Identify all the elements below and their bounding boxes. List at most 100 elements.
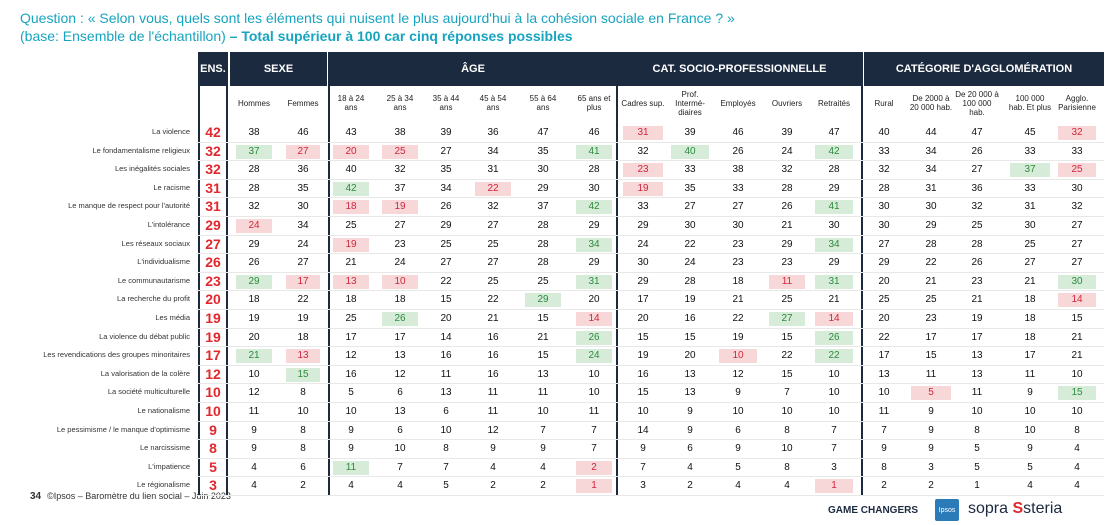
table-cell: 21 [345, 257, 357, 269]
table-cell: 4 [251, 461, 257, 473]
table-cell: 16 [487, 368, 499, 380]
table-cell: 30 [925, 201, 937, 213]
table-cell: 27 [769, 312, 805, 326]
table-cell: 4 [490, 461, 496, 473]
table-cell: 16 [487, 350, 499, 362]
table-cell: 14 [637, 424, 649, 436]
table-cell: 7 [540, 424, 546, 436]
table-cell: 26 [732, 145, 744, 157]
table-cell: 11 [440, 368, 452, 380]
table-cell: 8 [300, 387, 306, 399]
table-cell: 20 [440, 313, 452, 324]
table-cell: 11 [588, 406, 600, 417]
row-divider [196, 234, 1104, 236]
table-cell: 23 [971, 275, 983, 287]
table-cell: 11 [769, 274, 805, 289]
table-cell: 24 [637, 238, 649, 250]
table-cell: 27 [684, 201, 696, 213]
table-cell: 9 [881, 443, 887, 455]
footer-copyright: ©Ipsos – Baromètre du lien social – Juin… [47, 491, 231, 501]
table-cell: 33 [732, 182, 744, 194]
table-cell: 24 [236, 219, 272, 233]
table-cell: 27 [394, 220, 406, 231]
table-cell: 24 [781, 145, 793, 157]
sopra-s-icon: S [1012, 500, 1024, 517]
row-label: Les revendications des groupes minoritai… [43, 350, 190, 360]
table-cell: 25 [1058, 163, 1096, 178]
table-cell: 20 [333, 144, 369, 159]
table-cell: 4 [1074, 480, 1080, 492]
table-cell: 20 [588, 294, 600, 306]
row-divider [196, 457, 1104, 459]
row-divider [196, 141, 1104, 143]
table-cell: 20 [637, 313, 649, 324]
table-cell: 29 [828, 257, 840, 269]
table-cell: 21 [487, 313, 499, 324]
table-cell: 6 [443, 406, 449, 417]
table-cell: 29 [781, 238, 793, 250]
table-cell: 13 [440, 387, 452, 399]
ipsos-logo: Ipsos [935, 499, 959, 521]
table-cell: 5 [911, 386, 951, 401]
table-cell: 13 [971, 368, 983, 380]
table-cell: 25 [345, 220, 357, 231]
table-cell: 18 [732, 275, 744, 287]
table-cell: 10 [732, 406, 744, 417]
table-cell: 9 [735, 387, 741, 399]
table-cell: 16 [637, 368, 649, 380]
ens-value: 27 [205, 235, 221, 252]
table-cell: 26 [382, 312, 418, 326]
group-header-sexe: SEXE [230, 52, 327, 86]
table-cell: 18 [248, 294, 260, 306]
table-cell: 27 [487, 257, 499, 269]
table-cell: 30 [1024, 220, 1036, 231]
table-cell: 28 [248, 164, 260, 176]
table-cell: 22 [781, 350, 793, 362]
row-label: La violence du débat public [99, 331, 190, 341]
table-cell: 15 [537, 350, 549, 362]
table-cell: 7 [831, 424, 837, 436]
table-cell: 4 [397, 480, 403, 492]
table-cell: 27 [1071, 257, 1083, 269]
table-cell: 29 [248, 238, 260, 250]
table-cell: 7 [591, 443, 597, 455]
table-cell: 21 [1071, 350, 1083, 362]
table-cell: 31 [623, 126, 663, 140]
row-label: Le racisme [153, 182, 190, 192]
table-cell: 31 [487, 164, 499, 176]
table-cell: 13 [394, 406, 406, 417]
table-cell: 10 [345, 406, 357, 417]
table-cell: 10 [297, 406, 309, 417]
table-cell: 11 [537, 387, 549, 399]
table-cell: 4 [1027, 480, 1033, 492]
table-cell: 24 [576, 349, 612, 364]
table-cell: 33 [1024, 182, 1036, 194]
ens-value: 19 [205, 310, 221, 326]
table-cell: 1 [576, 479, 612, 494]
row-divider [196, 253, 1104, 255]
row-label: Le nationalisme [137, 406, 190, 415]
ens-value: 10 [205, 384, 221, 401]
table-cell: 4 [540, 461, 546, 473]
table-cell: 32 [487, 201, 499, 213]
table-cell: 29 [537, 182, 549, 194]
table-cell: 43 [345, 127, 357, 138]
table-cell: 12 [345, 350, 357, 362]
table-cell: 22 [684, 238, 696, 250]
table-cell: 28 [781, 182, 793, 194]
column-header: Prof. Intermé-diaires [675, 89, 705, 117]
column-header: Rural [874, 98, 894, 108]
table-cell: 15 [1071, 313, 1083, 324]
table-cell: 2 [540, 480, 546, 492]
table-cell: 17 [637, 294, 649, 306]
table-cell: 32 [1071, 201, 1083, 213]
table-cell: 17 [394, 331, 406, 343]
table-cell: 21 [925, 275, 937, 287]
table-cell: 25 [345, 313, 357, 324]
ens-value: 29 [205, 217, 221, 233]
table-cell: 31 [576, 274, 612, 289]
table-cell: 8 [881, 461, 887, 473]
table-cell: 41 [576, 144, 612, 159]
table-cell: 38 [248, 127, 260, 138]
table-cell: 10 [382, 274, 418, 289]
